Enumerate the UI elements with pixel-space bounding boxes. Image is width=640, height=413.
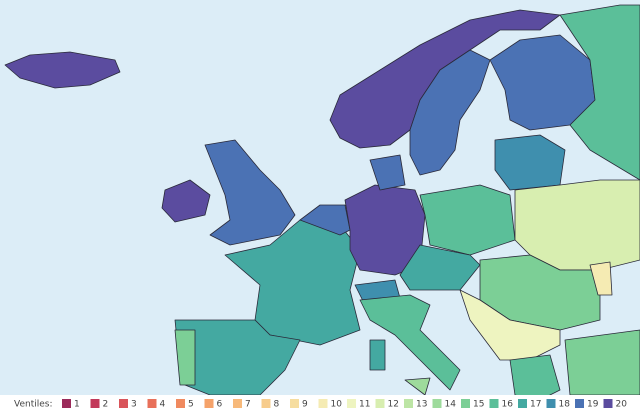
legend-swatch	[518, 399, 527, 408]
legend-label: 16	[502, 400, 514, 410]
legend-swatch	[290, 399, 299, 408]
legend-label: 10	[331, 400, 343, 410]
legend-label: 5	[188, 400, 194, 410]
legend-label: 8	[274, 400, 280, 410]
legend-swatch	[119, 399, 128, 408]
region	[589, 261, 613, 296]
legend-label: 11	[359, 400, 370, 410]
region	[494, 134, 566, 191]
region	[404, 377, 431, 396]
legend-swatch	[489, 399, 499, 408]
legend-swatch	[546, 399, 556, 408]
legend-label: 17	[530, 400, 541, 410]
regions	[4, 4, 640, 401]
legend-swatch	[204, 399, 214, 408]
legend-swatch	[233, 399, 242, 408]
legend-title: Ventiles:	[14, 400, 53, 410]
legend-swatch	[432, 399, 442, 408]
legend-swatch	[176, 399, 185, 408]
region	[459, 289, 561, 361]
legend-swatch	[461, 399, 470, 408]
region	[161, 179, 211, 223]
legend-label: 9	[302, 400, 308, 410]
region	[4, 51, 121, 89]
legend-label: 18	[559, 400, 571, 410]
legend-label: 3	[131, 400, 137, 410]
legend-label: 15	[473, 400, 484, 410]
legend-label: 14	[445, 400, 457, 410]
region	[224, 219, 361, 346]
legend-label: 1	[74, 400, 80, 410]
legend-swatch	[347, 399, 356, 408]
region	[559, 4, 640, 181]
legend-label: 19	[587, 400, 599, 410]
legend-label: 12	[388, 400, 399, 410]
region	[329, 9, 561, 149]
legend-swatch	[375, 399, 385, 408]
region	[409, 49, 491, 176]
legend: 1 2 3 4 5 6 7 8 9 10 11 12 13 14 15 16 17 18 19 20	[62, 399, 627, 410]
legend-label: 13	[416, 400, 427, 410]
region	[174, 329, 196, 386]
legend-label: 7	[245, 400, 251, 410]
legend-swatch	[147, 399, 157, 408]
region	[369, 154, 406, 191]
legend-label: 20	[616, 400, 628, 410]
legend-label: 2	[103, 400, 109, 410]
legend-swatch	[90, 399, 100, 408]
region	[369, 339, 386, 371]
region	[419, 184, 516, 256]
region	[204, 139, 296, 246]
legend-swatch	[261, 399, 271, 408]
legend-label: 6	[217, 400, 223, 410]
legend-label: 4	[160, 400, 166, 410]
legend-swatch	[575, 399, 584, 408]
region	[514, 179, 640, 271]
legend-swatch	[318, 399, 328, 408]
legend-swatch	[62, 399, 71, 408]
legend-swatch	[404, 399, 413, 408]
region	[299, 204, 351, 236]
region	[359, 294, 461, 391]
legend-swatch	[603, 399, 613, 408]
region	[564, 329, 640, 396]
